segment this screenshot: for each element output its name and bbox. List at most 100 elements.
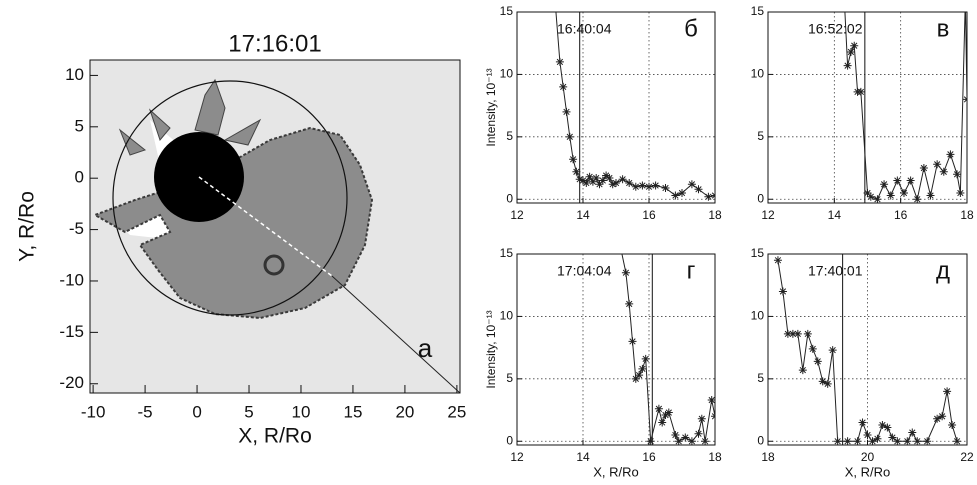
data-point bbox=[592, 174, 601, 183]
panel-label: б bbox=[684, 15, 698, 42]
data-point bbox=[631, 182, 640, 191]
y-tick-label: 15 bbox=[751, 4, 765, 18]
data-point bbox=[681, 433, 690, 442]
data-point bbox=[788, 329, 797, 338]
y-tick-label: 10 bbox=[751, 309, 765, 323]
y-tick-label: -20 bbox=[59, 373, 84, 392]
data-point bbox=[671, 191, 680, 200]
data-point bbox=[858, 418, 867, 427]
y-tick-label: 5 bbox=[757, 371, 764, 385]
data-point bbox=[893, 176, 902, 185]
data-line bbox=[621, 254, 715, 442]
data-point bbox=[943, 387, 952, 396]
data-point bbox=[808, 344, 817, 353]
data-point bbox=[711, 191, 715, 200]
data-point bbox=[575, 175, 584, 184]
data-point bbox=[850, 41, 859, 50]
data-point bbox=[701, 437, 710, 445]
data-point bbox=[828, 346, 837, 355]
x-tick-label: 12 bbox=[510, 208, 524, 222]
data-point bbox=[638, 364, 647, 373]
y-tick-label: 10 bbox=[751, 67, 765, 81]
y-tick-label: -15 bbox=[59, 322, 84, 341]
data-point bbox=[913, 195, 922, 203]
data-point bbox=[913, 437, 922, 445]
data-point bbox=[671, 431, 680, 440]
data-point bbox=[621, 268, 630, 277]
data-point bbox=[694, 185, 703, 194]
data-point bbox=[661, 411, 670, 420]
data-point bbox=[856, 87, 865, 96]
data-point bbox=[853, 437, 862, 445]
data-point bbox=[783, 329, 792, 338]
data-point bbox=[694, 429, 703, 438]
data-point bbox=[687, 180, 696, 189]
data-point bbox=[618, 175, 627, 184]
data-point bbox=[961, 0, 969, 4]
data-point bbox=[711, 412, 715, 421]
data-point bbox=[646, 437, 655, 445]
y-axis-label: Y, R/Ro bbox=[16, 191, 39, 262]
plot-area bbox=[615, 238, 715, 445]
x-tick-label: 0 bbox=[192, 402, 201, 421]
data-point bbox=[866, 192, 875, 201]
y-tick-label: 15 bbox=[500, 246, 514, 260]
data-point bbox=[612, 179, 620, 188]
data-point bbox=[778, 287, 787, 296]
data-point bbox=[562, 107, 571, 116]
data-point bbox=[651, 181, 660, 190]
data-point bbox=[641, 354, 650, 363]
x-axis-label: X, R/Ro bbox=[845, 464, 891, 479]
data-point bbox=[863, 189, 872, 198]
streamers bbox=[118, 78, 262, 156]
data-point bbox=[608, 180, 617, 189]
panel-label: а bbox=[418, 333, 433, 363]
data-point bbox=[908, 428, 917, 437]
y-tick-label: 0 bbox=[506, 191, 513, 205]
data-point bbox=[956, 189, 965, 198]
timestamp: 16:40:04 bbox=[557, 21, 612, 37]
data-point bbox=[678, 189, 686, 198]
data-line bbox=[844, 12, 967, 202]
plot-area bbox=[551, 0, 715, 203]
coronagraph-image bbox=[90, 60, 460, 393]
y-tick-label: 0 bbox=[757, 433, 764, 447]
x-tick-label: 14 bbox=[576, 450, 590, 464]
data-point bbox=[704, 192, 713, 201]
data-point bbox=[946, 150, 955, 159]
data-point bbox=[953, 437, 962, 445]
data-point bbox=[833, 437, 842, 445]
blob bbox=[263, 254, 285, 276]
data-point bbox=[598, 176, 607, 185]
chart-title: 17:16:01 bbox=[228, 30, 321, 57]
data-point bbox=[595, 180, 604, 189]
data-point bbox=[572, 167, 581, 176]
data-point bbox=[654, 404, 663, 413]
x-tick-label: 18 bbox=[761, 450, 775, 464]
data-point bbox=[582, 179, 591, 188]
y-tick-label: 10 bbox=[65, 65, 84, 84]
plot-frame bbox=[516, 253, 716, 446]
y-tick-label: -5 bbox=[69, 219, 84, 238]
y-axis-label: Intensity, 10⁻¹³ bbox=[484, 68, 498, 146]
data-point bbox=[793, 329, 802, 338]
data-point bbox=[933, 414, 942, 423]
data-point bbox=[625, 179, 634, 188]
data-point bbox=[939, 167, 948, 176]
x-tick-label: 15 bbox=[343, 402, 362, 421]
data-point bbox=[551, 0, 559, 4]
x-tick-label: 20 bbox=[395, 402, 414, 421]
data-point bbox=[883, 423, 892, 432]
data-point bbox=[615, 238, 623, 246]
data-point bbox=[843, 437, 852, 445]
data-point bbox=[645, 182, 653, 191]
scan-line bbox=[331, 275, 460, 393]
timestamp: 16:52:02 bbox=[808, 21, 863, 37]
x-axis-label: X, R/Ro bbox=[593, 464, 639, 479]
data-point bbox=[878, 421, 887, 430]
y-axis-label: Intensity, 10⁻¹³ bbox=[484, 310, 498, 388]
data-point bbox=[602, 171, 611, 180]
data-point bbox=[948, 421, 957, 430]
data-point bbox=[823, 379, 832, 388]
y-tick-label: 0 bbox=[75, 168, 84, 187]
